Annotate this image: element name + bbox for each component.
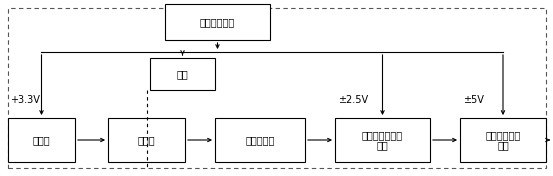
- Text: ±5V: ±5V: [463, 95, 484, 105]
- Bar: [108, 118, 185, 162]
- Text: 气泵: 气泵: [176, 69, 189, 79]
- Text: 电路: 电路: [377, 140, 388, 150]
- Bar: [150, 58, 215, 90]
- Text: +3.3V: +3.3V: [10, 95, 40, 105]
- Text: 信号转换与滤波: 信号转换与滤波: [362, 130, 403, 140]
- Text: 电路: 电路: [497, 140, 509, 150]
- Bar: [165, 4, 270, 40]
- Bar: [335, 118, 430, 162]
- Text: 激光器: 激光器: [33, 135, 50, 145]
- Bar: [8, 118, 75, 162]
- Text: 真有效值检测: 真有效值检测: [486, 130, 520, 140]
- Text: ±2.5V: ±2.5V: [338, 95, 368, 105]
- Text: 检测壳: 检测壳: [138, 135, 155, 145]
- Text: 稳压供电电路: 稳压供电电路: [200, 17, 235, 27]
- Bar: [215, 118, 305, 162]
- Text: 硅光二极管: 硅光二极管: [246, 135, 275, 145]
- Bar: [460, 118, 546, 162]
